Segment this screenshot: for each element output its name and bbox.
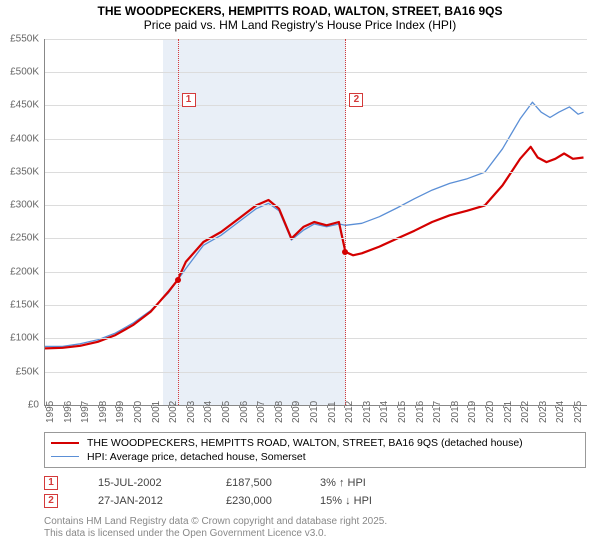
x-axis-label: 2001 [151, 401, 162, 423]
title-block: THE WOODPECKERS, HEMPITTS ROAD, WALTON, … [0, 0, 600, 33]
y-axis-label: £450K [10, 100, 39, 111]
gridline [45, 39, 587, 40]
x-axis-label: 1996 [63, 401, 74, 423]
line-series-svg [45, 39, 587, 405]
title-address: THE WOODPECKERS, HEMPITTS ROAD, WALTON, … [0, 4, 600, 18]
event-marker-2: 2 [349, 93, 363, 107]
sale-dot [175, 277, 181, 283]
y-axis-label: £500K [10, 67, 39, 78]
y-axis-label: £550K [10, 33, 39, 44]
title-subtitle: Price paid vs. HM Land Registry's House … [0, 18, 600, 32]
gridline [45, 238, 587, 239]
legend-swatch [51, 442, 79, 444]
x-axis-label: 2024 [555, 401, 566, 423]
legend-label: HPI: Average price, detached house, Some… [87, 451, 306, 463]
x-axis-label: 2022 [520, 401, 531, 423]
x-axis-label: 2020 [485, 401, 496, 423]
y-axis-label: £150K [10, 299, 39, 310]
event-marker-1: 1 [182, 93, 196, 107]
marker-date: 15-JUL-2002 [98, 477, 218, 489]
gridline [45, 172, 587, 173]
x-axis-label: 2011 [327, 401, 338, 423]
marker-delta: 15% ↓ HPI [320, 495, 420, 507]
plot-area: £0£50K£100K£150K£200K£250K£300K£350K£400… [44, 39, 587, 406]
x-axis-label: 2007 [256, 401, 267, 423]
x-axis-label: 2004 [203, 401, 214, 423]
x-axis-label: 2015 [397, 401, 408, 423]
x-axis-label: 2014 [379, 401, 390, 423]
x-axis-label: 1997 [80, 401, 91, 423]
gridline [45, 305, 587, 306]
x-axis-label: 1999 [115, 401, 126, 423]
y-axis-label: £400K [10, 133, 39, 144]
x-axis-label: 2019 [467, 401, 478, 423]
x-axis-label: 2023 [538, 401, 549, 423]
marker-row: 1 15-JUL-2002 £187,500 3% ↑ HPI [44, 474, 586, 492]
x-axis-label: 2003 [186, 401, 197, 423]
x-axis-label: 2010 [309, 401, 320, 423]
event-vline [345, 39, 346, 405]
y-axis-label: £100K [10, 333, 39, 344]
marker-row-badge: 1 [44, 476, 58, 490]
attribution-line-1: Contains HM Land Registry data © Crown c… [44, 516, 586, 529]
marker-row-badge: 2 [44, 494, 58, 508]
legend-row: HPI: Average price, detached house, Some… [51, 450, 579, 464]
gridline [45, 338, 587, 339]
x-axis-label: 2016 [415, 401, 426, 423]
marker-delta: 3% ↑ HPI [320, 477, 420, 489]
marker-table: 1 15-JUL-2002 £187,500 3% ↑ HPI 2 27-JAN-2012… [44, 474, 586, 510]
x-axis-label: 2000 [133, 401, 144, 423]
x-axis-label: 1995 [45, 401, 56, 423]
gridline [45, 205, 587, 206]
legend-row: THE WOODPECKERS, HEMPITTS ROAD, WALTON, … [51, 436, 579, 450]
gridline [45, 105, 587, 106]
x-axis-label: 2009 [291, 401, 302, 423]
event-vline [178, 39, 179, 405]
legend-label: THE WOODPECKERS, HEMPITTS ROAD, WALTON, … [87, 437, 523, 449]
x-axis-label: 2017 [432, 401, 443, 423]
series-price_paid [45, 147, 584, 349]
x-axis-label: 2005 [221, 401, 232, 423]
x-axis-label: 2013 [362, 401, 373, 423]
x-axis-label: 2025 [573, 401, 584, 423]
legend: THE WOODPECKERS, HEMPITTS ROAD, WALTON, … [44, 432, 586, 468]
x-axis-label: 2018 [450, 401, 461, 423]
gridline [45, 139, 587, 140]
marker-row: 2 27-JAN-2012 £230,000 15% ↓ HPI [44, 492, 586, 510]
legend-swatch [51, 456, 79, 457]
x-axis-label: 2008 [274, 401, 285, 423]
gridline [45, 372, 587, 373]
marker-price: £187,500 [226, 477, 312, 489]
marker-price: £230,000 [226, 495, 312, 507]
attribution: Contains HM Land Registry data © Crown c… [44, 516, 586, 541]
y-axis-label: £250K [10, 233, 39, 244]
attribution-line-2: This data is licensed under the Open Gov… [44, 528, 586, 541]
y-axis-label: £300K [10, 200, 39, 211]
marker-date: 27-JAN-2012 [98, 495, 218, 507]
gridline [45, 72, 587, 73]
gridline [45, 272, 587, 273]
y-axis-label: £0 [28, 399, 39, 410]
chart-container: THE WOODPECKERS, HEMPITTS ROAD, WALTON, … [0, 0, 600, 541]
x-axis-label: 2006 [239, 401, 250, 423]
x-axis-label: 1998 [98, 401, 109, 423]
sale-dot [342, 249, 348, 255]
x-axis-label: 2021 [503, 401, 514, 423]
y-axis-label: £200K [10, 266, 39, 277]
y-axis-label: £350K [10, 166, 39, 177]
y-axis-label: £50K [16, 366, 39, 377]
